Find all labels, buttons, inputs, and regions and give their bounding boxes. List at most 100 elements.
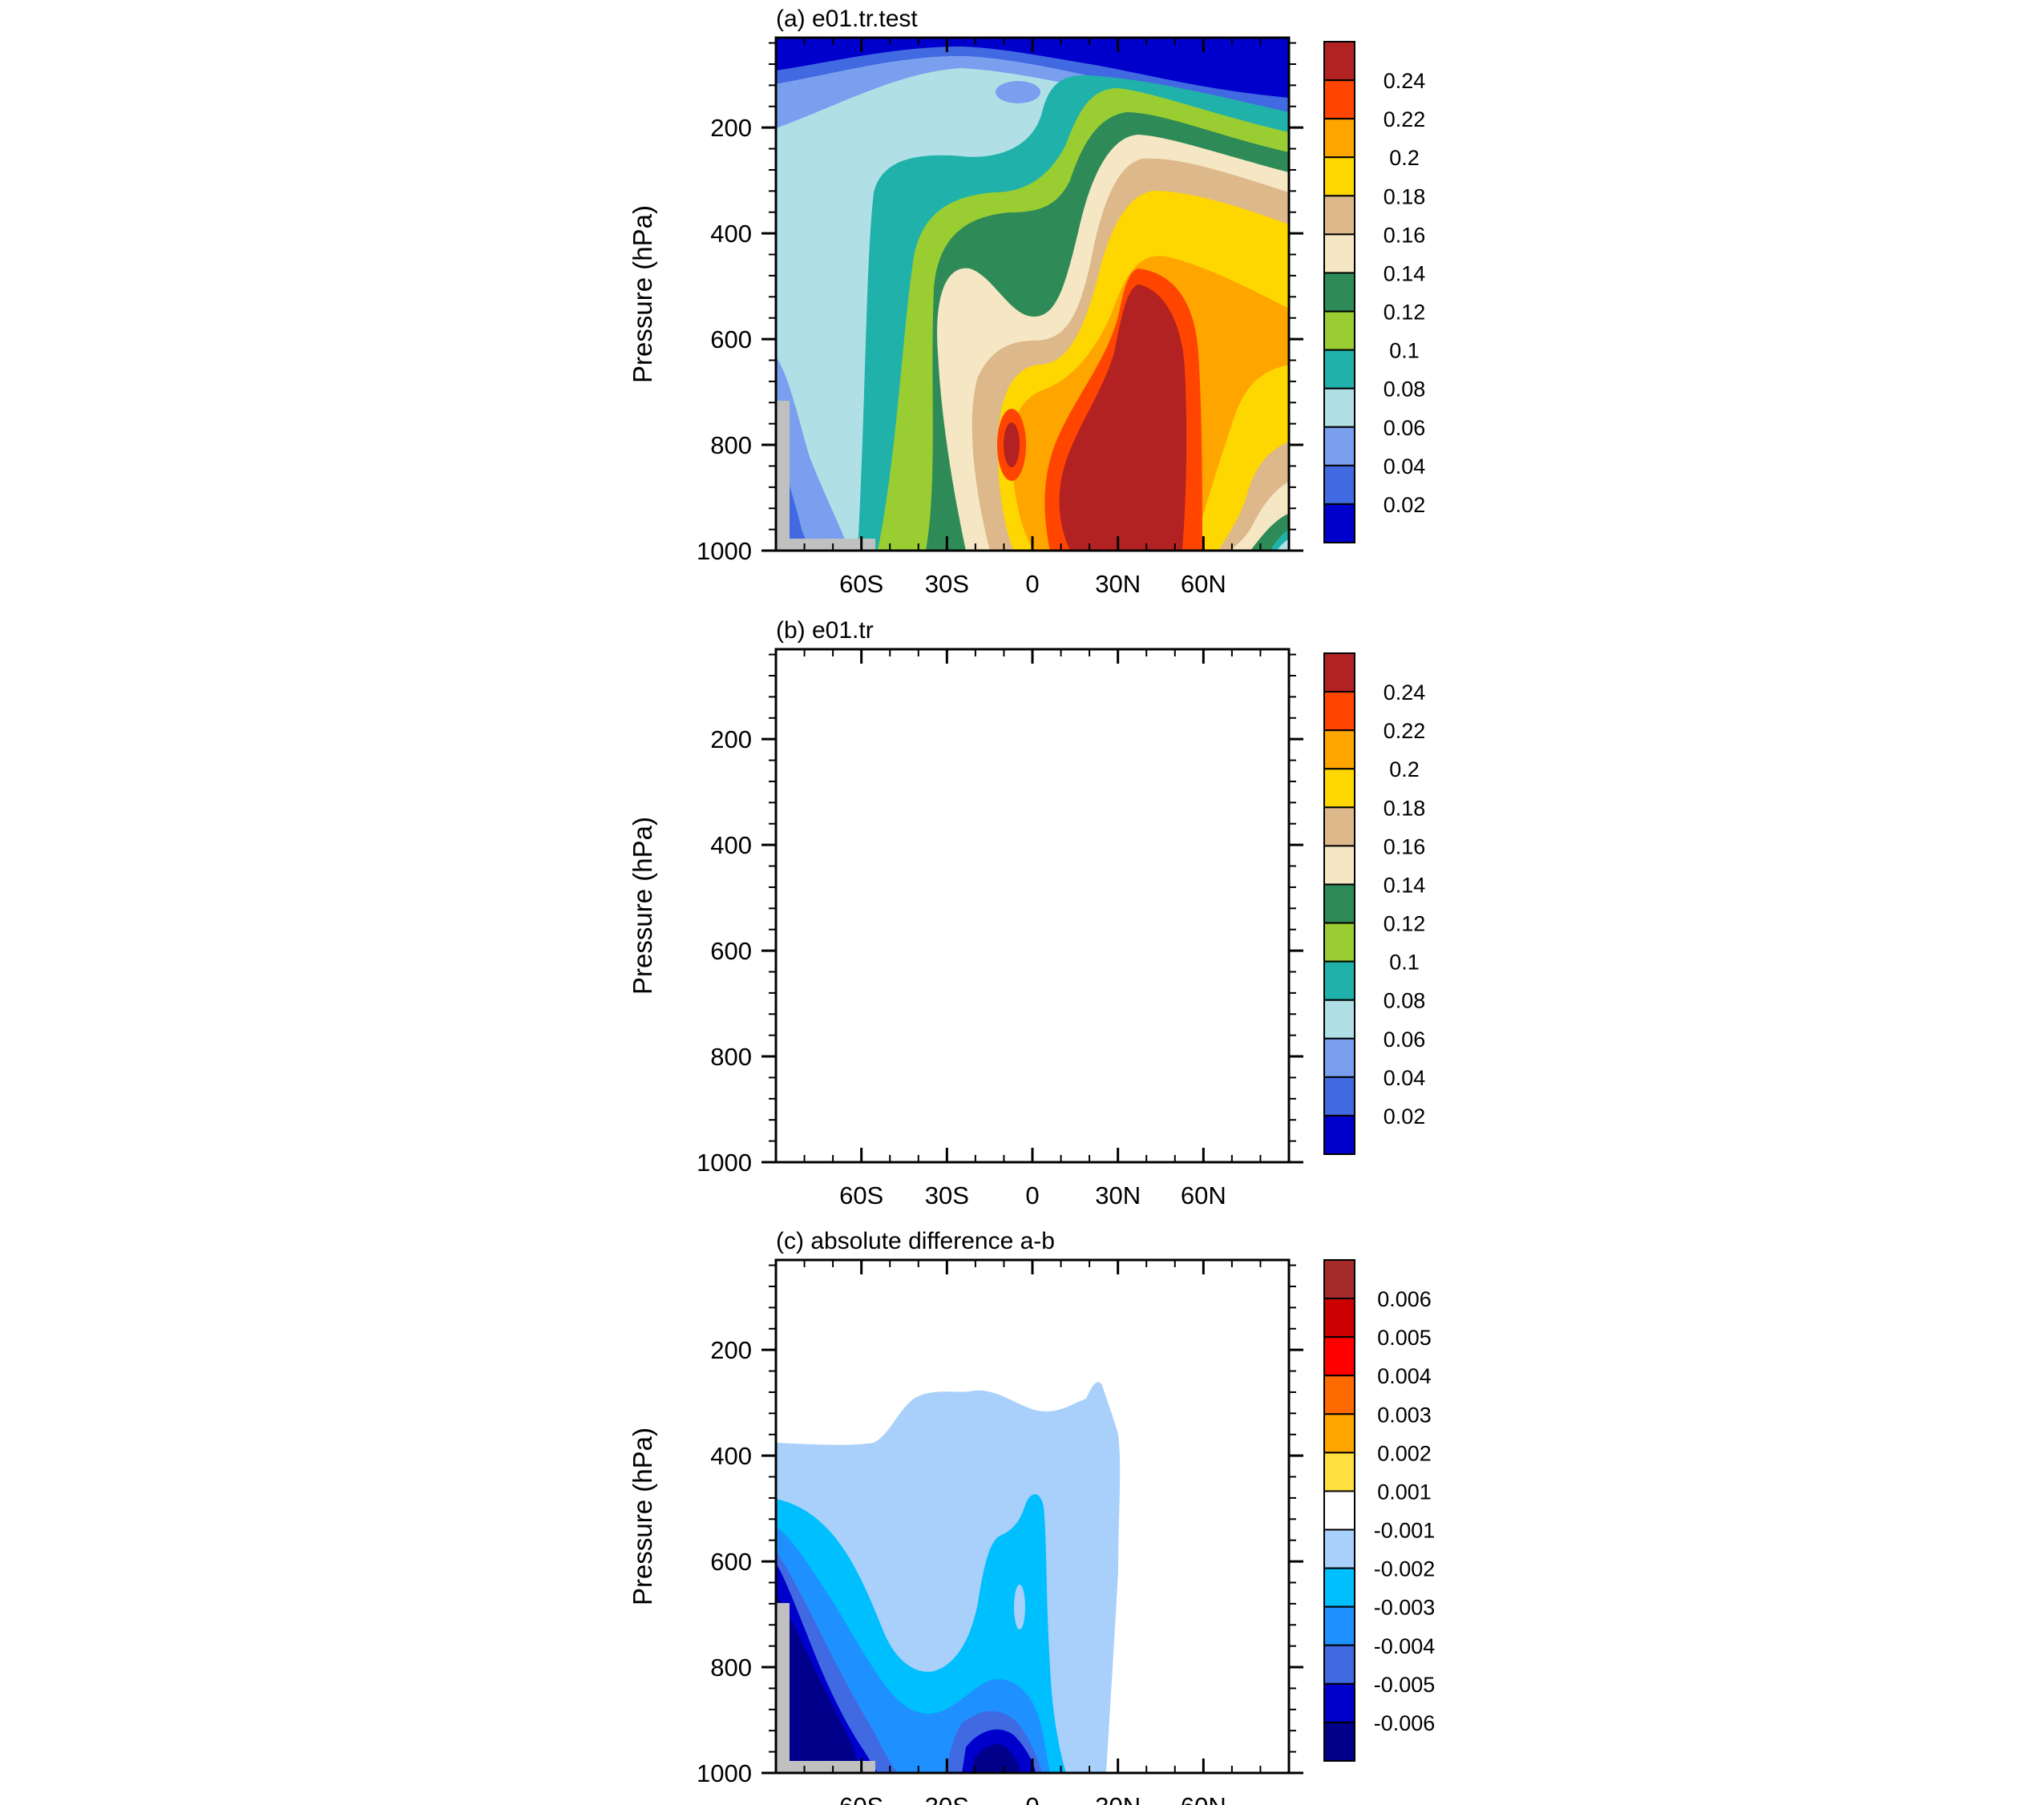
colorbar-swatch	[1323, 768, 1355, 809]
colorbar-swatch	[1323, 691, 1355, 732]
colorbar-label: 0.24	[1384, 680, 1426, 705]
y-tick-label: 200	[710, 114, 752, 142]
field-secondary-max-ring	[997, 1020, 1026, 1092]
colorbar-swatch	[1323, 1114, 1355, 1156]
field-band-upper-light	[776, 56, 1289, 128]
field-region-sp-light	[776, 968, 850, 1162]
terrain-mask	[776, 1012, 875, 1162]
y-axis-label: Pressure (hPa)	[628, 817, 657, 995]
colorbar-label: 0.1	[1389, 951, 1420, 975]
colorbar-label: 0.06	[1384, 1028, 1426, 1052]
colorbar-label: 0.08	[1384, 989, 1426, 1013]
colorbar-swatch	[1323, 1528, 1355, 1569]
colorbar-label: 0.04	[1384, 1066, 1426, 1090]
colorbar-swatch	[1323, 1076, 1355, 1117]
y-tick-label: 600	[710, 325, 752, 353]
colorbar-label: 0.004	[1377, 1364, 1432, 1388]
colorbar-swatch	[1323, 1490, 1355, 1531]
colorbar-swatch	[1323, 1375, 1355, 1415]
panel-c-title: (c) absolute difference a-b	[776, 1228, 1055, 1254]
field-band-upper-light	[776, 668, 1289, 740]
y-tick-label: 200	[710, 725, 752, 753]
y-tick-label: 800	[710, 431, 752, 459]
colorbar-label: 0.22	[1384, 719, 1426, 743]
panel-a: (a) e01.tr.test	[628, 6, 1425, 598]
field-region-yellow-east	[1194, 976, 1291, 1162]
colorbar-swatch	[1323, 922, 1355, 963]
x-tick-label: 60N	[1181, 1792, 1226, 1805]
x-tick-label: 60S	[839, 1792, 883, 1805]
colorbar-label: -0.001	[1374, 1519, 1436, 1543]
x-tick-label: 60N	[1181, 1181, 1226, 1209]
colorbar-label: 0.16	[1384, 834, 1426, 858]
colorbar-label: 0.02	[1384, 493, 1426, 517]
colorbar-label: 0.18	[1384, 184, 1426, 208]
colorbar-label: 0.001	[1377, 1480, 1432, 1504]
field-region-yellow	[998, 802, 1289, 1162]
colorbar-swatch	[1323, 464, 1355, 505]
colorbar-swatch	[1323, 195, 1355, 236]
y-tick-label: 400	[710, 1442, 752, 1470]
x-tick-label: 30S	[925, 1181, 969, 1209]
colorbar-swatch	[1323, 272, 1355, 313]
colorbar-swatch	[1323, 1721, 1355, 1763]
colorbar-swatch	[1323, 1336, 1355, 1377]
field-region-cream-east	[1230, 1092, 1291, 1162]
colorbar-swatch	[1323, 1259, 1355, 1300]
field-region-neg-006b	[972, 1744, 1021, 1773]
colorbar-label: 0.12	[1384, 912, 1426, 936]
colorbar-label: 0.002	[1377, 1441, 1432, 1465]
colorbar-label: 0.04	[1384, 454, 1426, 479]
field-blob-upper	[996, 81, 1040, 103]
y-tick-label: 200	[710, 1336, 752, 1364]
field-region-sp-mid	[776, 1060, 814, 1162]
panel-b-axes: 60S 30S 0 30N 60N 200 400 600 800 1000 Pressure (h…	[628, 649, 1303, 1209]
colorbar-swatch	[1323, 1037, 1355, 1078]
colorbar-swatch	[1323, 1452, 1355, 1492]
panel-c: (c) absolute difference a-b 60S30S030N60…	[628, 1228, 1435, 1805]
colorbar-swatch	[1323, 729, 1355, 770]
panel-b: (b) e01.tr 60	[628, 617, 1425, 1209]
colorbar-label: 0.2	[1389, 146, 1420, 170]
terrain-mask	[776, 1603, 875, 1773]
colorbar-swatch	[1323, 845, 1355, 886]
y-tick-label: 800	[710, 1654, 752, 1682]
colorbar-label: -0.006	[1374, 1711, 1436, 1735]
colorbar-label: -0.003	[1374, 1596, 1436, 1620]
y-tick-label: 1000	[697, 1149, 752, 1177]
x-tick-label: 30N	[1095, 1181, 1141, 1209]
colorbar-swatch	[1323, 349, 1355, 390]
y-tick-label: 1000	[697, 1759, 752, 1787]
colorbar-swatch	[1323, 79, 1355, 120]
colorbar-swatch	[1323, 999, 1355, 1040]
field-region-red-orange	[1044, 880, 1202, 1162]
colorbar-label: 0.2	[1389, 757, 1420, 781]
x-tick-label: 0	[1025, 1181, 1039, 1209]
colorbar-label: 0.006	[1377, 1287, 1432, 1311]
x-tick-label: 30N	[1095, 1792, 1141, 1805]
field-blob-upper	[996, 693, 1040, 715]
y-tick-label: 400	[710, 831, 752, 859]
panel-b-colorbar: 0.24 0.22 0.2 0.18 0.16 0.14 0.12 0.1 0.08 0.06 0.…	[1323, 652, 1426, 1156]
colorbar-label: 0.18	[1384, 796, 1426, 820]
panel-c-field	[776, 1260, 1289, 1773]
colorbar-swatch	[1323, 41, 1355, 82]
colorbar-swatch	[1323, 426, 1355, 466]
y-tick-label: 600	[710, 937, 752, 965]
colorbar-swatch	[1323, 233, 1355, 274]
field-region-tan	[972, 770, 1289, 1162]
field-region-teal-east	[1270, 1141, 1289, 1162]
colorbar-swatch	[1323, 156, 1355, 197]
field-band-top	[776, 38, 1289, 98]
field-region-orange	[1029, 893, 1289, 1162]
panel-c-colorbar: 0.006 0.005 0.004 0.003 0.002 0.001 -0.001 -0.0…	[1323, 1259, 1436, 1763]
panel-c-axes: 60S 30S 0 30N 60N 200 400 600 800 1000 Pressure (h…	[628, 1260, 1303, 1805]
field-core-max	[1059, 285, 1187, 551]
field-region-lightgreen	[878, 700, 1289, 1162]
terrain-mask	[776, 401, 875, 551]
colorbar-swatch	[1323, 387, 1355, 428]
y-axis-label: Pressure (hPa)	[628, 205, 657, 383]
field-region-tan-east	[1218, 1052, 1291, 1162]
colorbar-swatch	[1323, 1682, 1355, 1723]
panel-b-field	[776, 649, 1291, 1162]
